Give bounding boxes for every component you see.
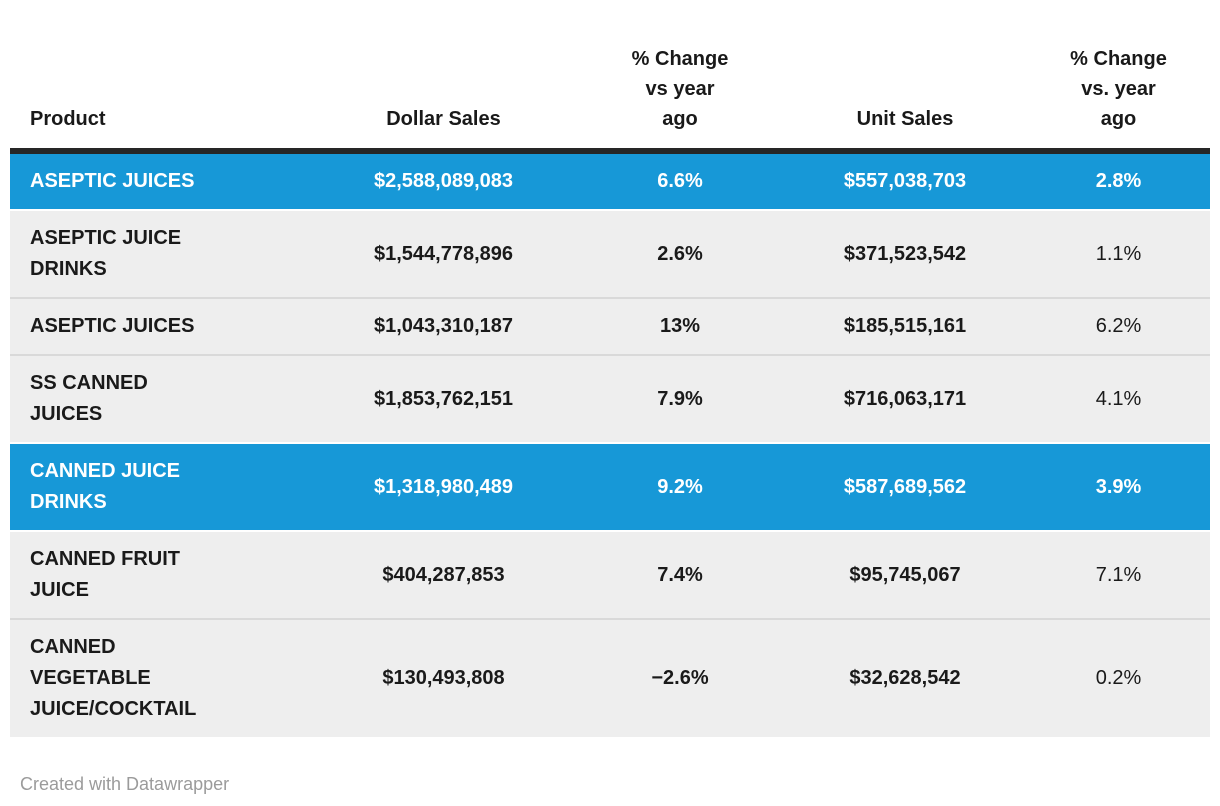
product-cell: ASEPTIC JUICES bbox=[30, 315, 195, 337]
pct-change-unit-cell: 7.1% bbox=[1095, 563, 1142, 586]
dollar-sales-cell: $404,287,853 bbox=[382, 563, 505, 586]
dollar-sales-cell: $1,544,778,896 bbox=[373, 242, 514, 265]
pct-change-dollar-cell: 7.4% bbox=[657, 563, 703, 586]
pct-change-dollar-cell: −2.6% bbox=[651, 667, 709, 689]
product-cell: SS CANNED JUICES bbox=[30, 372, 148, 425]
dollar-sales-cell: $1,043,310,187 bbox=[373, 315, 514, 337]
dollar-sales-cell: $1,318,980,489 bbox=[373, 475, 514, 498]
column-header-unit-sales: Unit Sales bbox=[783, 44, 1027, 154]
product-cell: CANNED FRUIT JUICE bbox=[30, 548, 180, 601]
table-row: ASEPTIC JUICES $2,588,089,083 6.6% $557,038… bbox=[10, 151, 1210, 210]
dollar-sales-cell: $1,853,762,151 bbox=[373, 387, 514, 410]
pct-change-dollar-cell: 7.9% bbox=[657, 387, 703, 410]
dollar-sales-cell: $130,493,808 bbox=[382, 667, 505, 689]
table-row: ASEPTIC JUICES $1,043,310,187 13% $185,515,… bbox=[10, 298, 1210, 355]
table-row: CANNED VEGETABLE JUICE/COCKTAIL $130,493,… bbox=[10, 619, 1210, 737]
unit-sales-cell: $371,523,542 bbox=[843, 242, 967, 265]
pct-change-unit-cell: 0.2% bbox=[1095, 667, 1142, 689]
table-row: CANNED JUICE DRINKS $1,318,980,489 9.2% $58… bbox=[10, 443, 1210, 531]
table-row: SS CANNED JUICES $1,853,762,151 7.9% $716,0… bbox=[10, 355, 1210, 443]
unit-sales-cell: $32,628,542 bbox=[849, 667, 961, 689]
pct-change-unit-cell: 2.8% bbox=[1095, 170, 1142, 192]
product-cell: CANNED JUICE DRINKS bbox=[30, 460, 181, 513]
pct-change-dollar-cell: 9.2% bbox=[657, 475, 703, 498]
unit-sales-cell: $95,745,067 bbox=[849, 563, 961, 586]
table-row: ASEPTIC JUICE DRINKS $1,544,778,896 2.6% $3… bbox=[10, 210, 1210, 298]
table-header: Product Dollar Sales % Change vs year ag… bbox=[10, 44, 1210, 154]
sales-table: Product Dollar Sales % Change vs year ag… bbox=[10, 44, 1210, 737]
pct-change-dollar-cell: 2.6% bbox=[657, 242, 703, 265]
product-cell: ASEPTIC JUICE DRINKS bbox=[30, 227, 182, 280]
table-row: CANNED FRUIT JUICE $404,287,853 7.4% $95,74… bbox=[10, 531, 1210, 619]
column-header-dollar-sales: Dollar Sales bbox=[310, 44, 577, 154]
column-header-pct-change-unit: % Change vs. year ago bbox=[1027, 44, 1210, 154]
product-cell: ASEPTIC JUICES bbox=[30, 170, 195, 192]
unit-sales-cell: $587,689,562 bbox=[843, 475, 967, 498]
pct-change-unit-cell: 1.1% bbox=[1095, 242, 1142, 265]
unit-sales-cell: $557,038,703 bbox=[843, 170, 967, 192]
pct-change-unit-cell: 6.2% bbox=[1095, 315, 1142, 337]
product-cell: CANNED VEGETABLE JUICE/COCKTAIL bbox=[30, 636, 197, 720]
column-header-pct-change-dollar: % Change vs year ago bbox=[577, 44, 783, 154]
dollar-sales-cell: $2,588,089,083 bbox=[373, 170, 514, 192]
table-container: Product Dollar Sales % Change vs year ag… bbox=[10, 44, 1210, 737]
column-header-product: Product bbox=[10, 44, 310, 154]
pct-change-unit-cell: 4.1% bbox=[1095, 387, 1142, 410]
header-row: Product Dollar Sales % Change vs year ag… bbox=[10, 44, 1210, 154]
unit-sales-cell: $716,063,171 bbox=[843, 387, 967, 410]
pct-change-dollar-cell: 6.6% bbox=[657, 170, 703, 192]
unit-sales-cell: $185,515,161 bbox=[843, 315, 967, 337]
table-body: ASEPTIC JUICES $2,588,089,083 6.6% $557,038… bbox=[10, 151, 1210, 737]
pct-change-unit-cell: 3.9% bbox=[1095, 475, 1142, 498]
datawrapper-credit[interactable]: Created with Datawrapper bbox=[20, 774, 230, 794]
pct-change-dollar-cell: 13% bbox=[659, 315, 701, 337]
